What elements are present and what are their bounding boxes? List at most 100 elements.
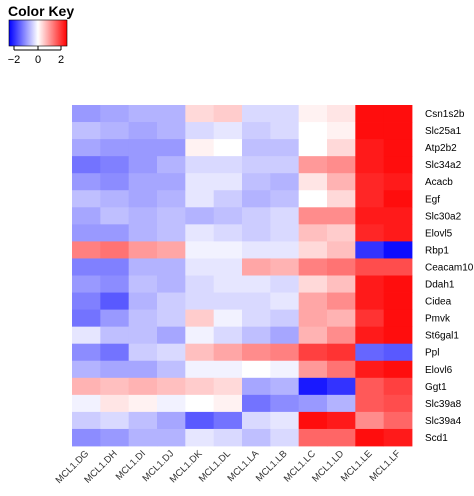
heatmap-cell (100, 411, 130, 430)
heatmap-cell (383, 275, 413, 293)
heatmap-cell (128, 309, 158, 328)
heatmap-cell (185, 105, 215, 123)
heatmap-cell (128, 411, 158, 430)
heatmap-cell (185, 258, 215, 276)
heatmap-cell (72, 326, 101, 345)
heatmap-cell (100, 207, 130, 225)
color-key-gradient-bar (8, 19, 68, 47)
heatmap-cell (270, 360, 300, 379)
heatmap-cell (383, 343, 413, 362)
heatmap-cell (242, 411, 271, 430)
heatmap-cell (355, 241, 385, 259)
heatmap-cell (327, 224, 356, 242)
heatmap-cell (383, 105, 413, 123)
color-key-tick-label: 2 (58, 54, 64, 66)
heatmap-cell (355, 428, 385, 447)
heatmap-cell (383, 258, 413, 276)
heatmap-cell (270, 241, 300, 259)
heatmap-cell (327, 207, 356, 225)
heatmap-cell (157, 207, 186, 225)
heatmap-cell (100, 343, 130, 362)
heatmap-cell (185, 241, 215, 259)
heatmap-cell (327, 326, 356, 345)
heatmap-cell (298, 343, 328, 362)
heatmap-cell (270, 207, 300, 225)
heatmap-cell (327, 275, 356, 293)
heatmap-cell (157, 241, 186, 259)
heatmap-cell (157, 156, 186, 174)
heatmap-cell (298, 292, 328, 310)
heatmap-cell (383, 326, 413, 345)
heatmap-cell (72, 173, 101, 191)
color-key-title: Color Key (8, 3, 75, 19)
heatmap-cell (383, 309, 413, 328)
heatmap-cell (270, 258, 300, 276)
heatmap-cell (185, 343, 215, 362)
row-label: Slc34a2 (425, 160, 462, 171)
heatmap-cell (100, 309, 130, 328)
heatmap-cell (185, 377, 215, 396)
heatmap-cell (242, 173, 271, 191)
row-label: Egf (425, 194, 440, 205)
heatmap-cell (327, 156, 356, 174)
heatmap-cell (298, 122, 328, 140)
heatmap-cell (242, 326, 271, 345)
row-label: Cidea (425, 297, 452, 308)
heatmap-cell (213, 139, 243, 157)
heatmap-cell (270, 309, 300, 328)
heatmap-cell (327, 190, 356, 208)
heatmap-cell (185, 122, 215, 140)
heatmap-cell (355, 173, 385, 191)
heatmap-cell (242, 343, 271, 362)
heatmap-cell (72, 122, 101, 140)
heatmap-cell (355, 224, 385, 242)
heatmap-cell (213, 309, 243, 328)
heatmap-cell (327, 377, 356, 396)
heatmap-cell (383, 360, 413, 379)
heatmap-cell (298, 139, 328, 157)
heatmap-cell (128, 207, 158, 225)
heatmap-cell (242, 207, 271, 225)
heatmap-cell (242, 105, 271, 123)
heatmap-cell (355, 309, 385, 328)
heatmap-cell (185, 173, 215, 191)
heatmap-cell (72, 377, 101, 396)
row-label: St6gal1 (425, 331, 459, 342)
heatmap-cell (213, 173, 243, 191)
heatmap-cell (383, 377, 413, 396)
row-label: Rbp1 (425, 245, 449, 256)
heatmap-cell (185, 428, 215, 447)
heatmap-cell (383, 139, 413, 157)
heatmap-cell (185, 224, 215, 242)
heatmap-cell (100, 241, 130, 259)
heatmap-cell (355, 207, 385, 225)
heatmap-cell (242, 309, 271, 328)
row-label: Pmvk (425, 314, 451, 325)
heatmap-cell (355, 360, 385, 379)
column-labels: MCL1.DGMCL1.DHMCL1.DIMCL1.DJMCL1.DKMCL1.… (54, 448, 403, 486)
row-label: Ggt1 (425, 382, 447, 393)
heatmap-cell (72, 258, 101, 276)
heatmap-cell (72, 394, 101, 413)
heatmap-cell (242, 156, 271, 174)
heatmap-cell (128, 428, 158, 447)
heatmap-cell (298, 309, 328, 328)
heatmap-cell (355, 343, 385, 362)
heatmap-cell (185, 207, 215, 225)
heatmap-cell (270, 173, 300, 191)
heatmap-cell (355, 156, 385, 174)
heatmap-cell (327, 139, 356, 157)
heatmap-cell (383, 190, 413, 208)
heatmap-cell (100, 122, 130, 140)
heatmap-cell (298, 258, 328, 276)
heatmap-cell (185, 190, 215, 208)
heatmap-cell (157, 105, 186, 123)
heatmap-cell (270, 394, 300, 413)
row-label: Ceacam10 (425, 262, 474, 273)
heatmap-cell (242, 275, 271, 293)
heatmap-cell (100, 394, 130, 413)
heatmap-cell (185, 275, 215, 293)
row-label: Atp2b2 (425, 143, 457, 154)
heatmap-cell (185, 360, 215, 379)
